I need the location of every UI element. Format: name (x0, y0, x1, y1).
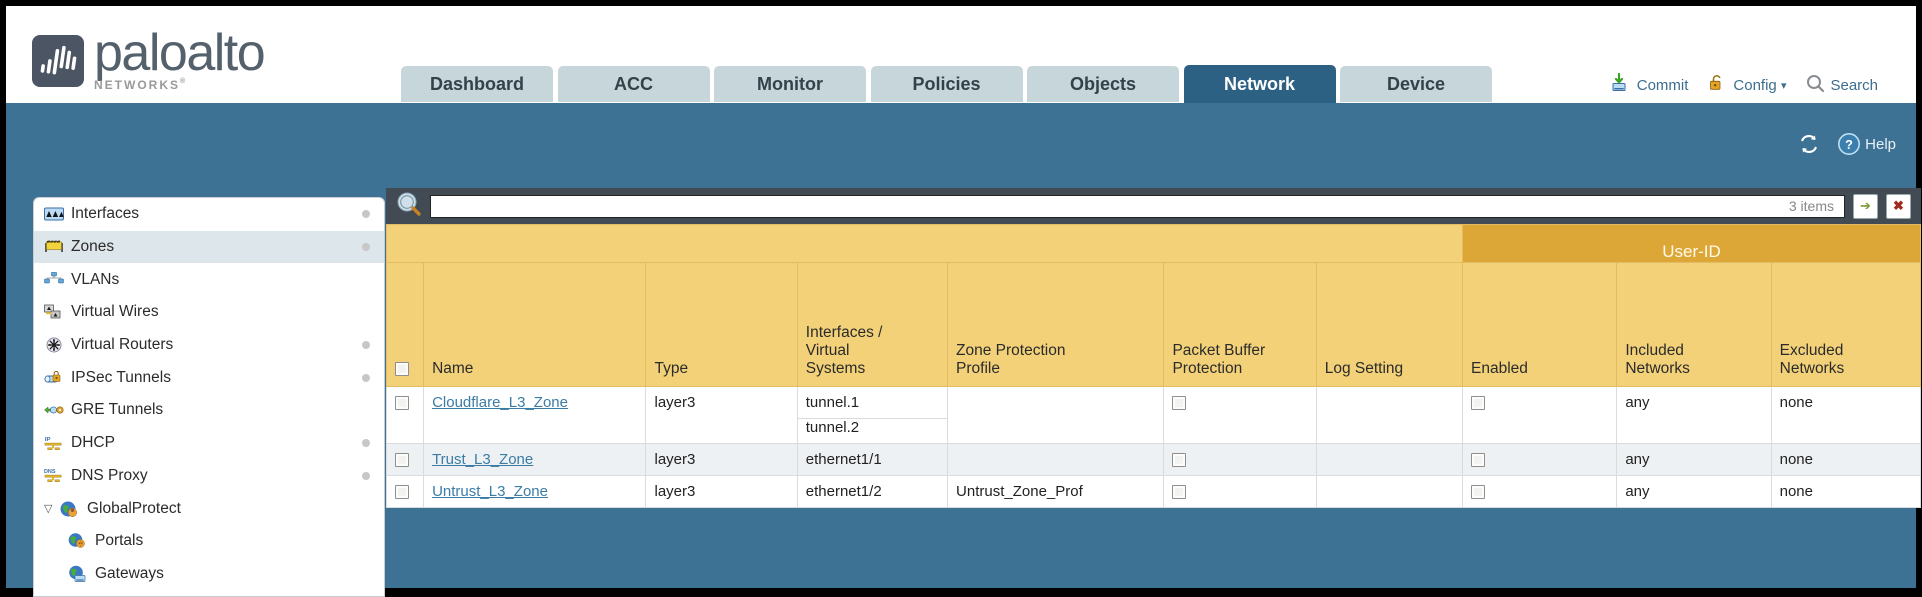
svg-text:DNS: DNS (44, 470, 56, 476)
svg-text:?: ? (1845, 137, 1853, 152)
svg-text:IP: IP (45, 437, 51, 443)
